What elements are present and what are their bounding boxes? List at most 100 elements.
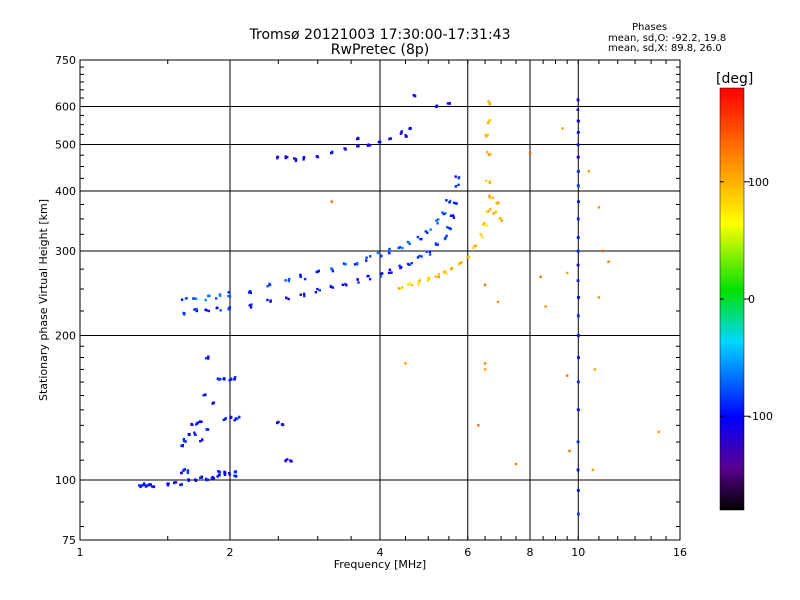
data-point <box>233 377 236 381</box>
x-tick-label: 8 <box>527 546 534 559</box>
data-point <box>539 275 542 279</box>
data-point <box>460 261 463 264</box>
data-point <box>449 214 453 217</box>
data-point <box>577 98 580 102</box>
data-point <box>397 246 400 250</box>
data-point <box>174 481 178 484</box>
data-point <box>249 306 253 309</box>
data-point <box>303 294 306 298</box>
data-point <box>399 266 402 270</box>
data-point <box>205 309 208 312</box>
data-point <box>454 175 457 178</box>
data-point <box>345 284 348 287</box>
data-point <box>401 246 404 250</box>
data-point <box>491 196 494 200</box>
data-point <box>380 255 383 258</box>
data-point <box>149 483 152 487</box>
data-point <box>457 177 460 180</box>
data-point <box>577 512 580 515</box>
data-point <box>269 300 272 303</box>
data-point <box>487 121 490 125</box>
data-point <box>434 275 437 278</box>
data-point <box>388 247 391 251</box>
data-point <box>577 131 580 134</box>
data-point <box>444 212 447 215</box>
data-point <box>317 269 320 273</box>
data-point <box>514 462 518 466</box>
data-point <box>192 297 195 300</box>
data-point <box>435 219 438 222</box>
data-point <box>487 153 490 156</box>
x-tick-label: 1 <box>77 546 84 559</box>
data-point <box>412 94 416 97</box>
data-point <box>587 170 590 173</box>
data-point <box>223 473 227 476</box>
data-point <box>376 251 380 255</box>
x-axis-ticks: 1 2 4 6 8 10 16 <box>77 60 687 559</box>
data-point <box>406 283 410 286</box>
data-point <box>344 148 347 151</box>
data-point <box>408 242 411 246</box>
data-point <box>302 158 305 161</box>
grid <box>80 60 680 540</box>
data-point <box>496 300 500 304</box>
data-point <box>182 438 186 441</box>
data-point <box>294 158 298 161</box>
data-point <box>247 291 251 294</box>
data-point <box>500 219 503 222</box>
data-point <box>379 275 383 278</box>
data-point <box>389 137 393 140</box>
data-point <box>416 256 420 259</box>
data-point <box>591 468 595 472</box>
data-point <box>248 304 251 307</box>
data-point <box>483 362 487 365</box>
data-point <box>215 306 218 310</box>
data-point <box>398 246 402 249</box>
data-point <box>577 200 580 203</box>
data-point <box>299 273 302 277</box>
data-point <box>216 475 219 478</box>
data-point <box>387 271 391 275</box>
data-point <box>472 246 475 249</box>
data-point <box>138 484 141 487</box>
data-point <box>234 471 237 474</box>
data-point <box>577 169 580 173</box>
data-point <box>218 294 222 297</box>
data-point <box>528 151 532 155</box>
data-point <box>224 417 227 420</box>
data-point <box>407 241 411 244</box>
data-point <box>223 377 226 380</box>
data-point <box>193 308 196 311</box>
data-point <box>287 277 291 281</box>
data-point <box>198 420 202 424</box>
data-point <box>494 210 497 214</box>
data-point <box>483 283 487 287</box>
colorbar-tick-label: -100 <box>748 410 773 423</box>
data-point <box>206 478 210 481</box>
data-point <box>268 283 272 287</box>
data-point <box>484 134 488 137</box>
phase-info-o-mode: mean, sd,O: -92.2, 19.8 <box>608 33 727 44</box>
y-tick-label: 100 <box>55 474 76 487</box>
data-point <box>487 210 490 213</box>
data-point <box>208 294 211 297</box>
data-point <box>437 273 440 276</box>
data-point <box>287 297 290 301</box>
data-point <box>205 478 208 482</box>
data-point <box>212 401 215 404</box>
data-point <box>483 222 486 225</box>
data-point <box>302 292 306 296</box>
data-point <box>233 376 237 379</box>
data-point <box>299 293 302 296</box>
data-point <box>195 309 198 313</box>
data-point <box>302 156 306 159</box>
data-point <box>294 159 298 163</box>
data-point <box>150 485 154 488</box>
data-point <box>315 270 318 274</box>
data-point <box>353 263 357 266</box>
data-point <box>443 270 447 273</box>
data-point <box>410 262 413 265</box>
data-point <box>331 269 335 273</box>
y-tick-label: 500 <box>55 139 76 152</box>
x-tick-label: 4 <box>377 546 384 559</box>
